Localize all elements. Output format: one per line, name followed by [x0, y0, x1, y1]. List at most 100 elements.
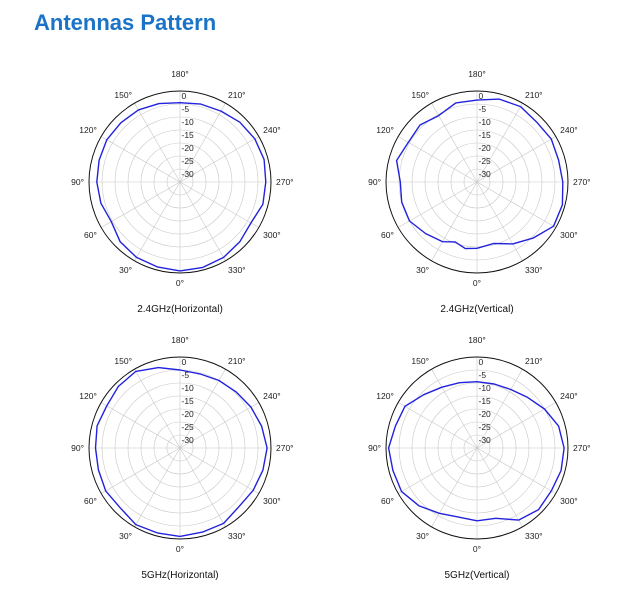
grid-spoke [398, 136, 478, 183]
angle-tick-label: 240° [263, 391, 281, 401]
angle-tick-label: 0° [176, 544, 184, 554]
grid-ring [424, 129, 530, 235]
grid-ring [450, 155, 504, 209]
angle-tick-label: 30° [416, 531, 429, 541]
radial-tick-label: -15 [479, 130, 492, 140]
grid-ring [398, 103, 556, 261]
polar-outer-ring [88, 90, 272, 274]
pattern-trace [395, 98, 564, 250]
grid-ring [127, 129, 233, 235]
grid-ring [398, 369, 556, 527]
angle-tick-label: 240° [263, 125, 281, 135]
angle-tick-label: 60° [381, 230, 394, 240]
angle-tick-label: 270° [276, 443, 294, 453]
grid-spoke [134, 181, 181, 261]
radial-tick-label: -25 [182, 156, 195, 166]
angle-tick-label: 210° [228, 356, 246, 366]
angle-tick-label: 0° [473, 278, 481, 288]
grid-ring [437, 142, 517, 222]
grid-spoke [431, 103, 478, 183]
polar-grid [88, 90, 272, 274]
page-title: Antennas Pattern [34, 10, 217, 35]
angle-tick-label: 180° [171, 335, 189, 345]
grid-spoke [179, 181, 226, 261]
angle-tick-label: 120° [376, 391, 394, 401]
polar-chart-5g-vertical: 0 -5 -10 -15 -20 -25 -30 0° 30° 60° 90° 120° 150° 180… [368, 335, 590, 554]
polar-chart-2g4-vertical: 0 -5 -10 -15 -20 -25 -30 0° 30° 60° 90° 120° 150° 180… [368, 69, 590, 288]
angle-tick-label: 120° [376, 125, 394, 135]
grid-spoke [476, 181, 556, 228]
grid-spoke [134, 447, 181, 527]
grid-spoke [431, 369, 478, 449]
polar-outer-ring [88, 356, 272, 540]
grid-spoke [398, 402, 478, 449]
radial-tick-label: -30 [479, 169, 492, 179]
grid-spoke [134, 369, 181, 449]
polar-chart-2g4-horizontal: 0 -5 -10 -15 -20 -25 -30 0° 30° 60° 90° 120° 150° 180… [71, 69, 293, 288]
angle-tick-label: 90° [71, 177, 84, 187]
radial-tick-label: -25 [182, 422, 195, 432]
radial-tick-label: -10 [479, 117, 492, 127]
radial-tick-label: 0 [479, 357, 484, 367]
radial-tick-label: -15 [182, 130, 195, 140]
angle-tick-label: 210° [525, 90, 543, 100]
angle-tick-label: 60° [381, 496, 394, 506]
grid-ring [411, 382, 543, 514]
polar-grid [385, 90, 569, 274]
angle-tick-label: 240° [560, 391, 578, 401]
grid-ring [153, 155, 207, 209]
angle-tick-label: 300° [560, 496, 578, 506]
grid-spoke [101, 181, 181, 228]
grid-ring [114, 116, 246, 248]
grid-ring [463, 434, 491, 462]
angle-tick-label: 180° [171, 69, 189, 79]
radial-tick-label: -20 [182, 409, 195, 419]
grid-spoke [476, 369, 523, 449]
angle-tick-label: 120° [79, 125, 97, 135]
radial-tick-label: 0 [182, 357, 187, 367]
angle-tick-label: 30° [119, 265, 132, 275]
radial-tick-label: -30 [479, 435, 492, 445]
angle-tick-label: 30° [119, 531, 132, 541]
radial-tick-label: -20 [479, 143, 492, 153]
angle-tick-label: 330° [525, 265, 543, 275]
angle-tick-label: 90° [368, 177, 381, 187]
angle-tick-label: 90° [368, 443, 381, 453]
grid-spoke [431, 181, 478, 261]
grid-ring [166, 168, 194, 196]
angle-tick-label: 150° [411, 90, 429, 100]
polar-outer-ring [385, 90, 569, 274]
radial-tick-label: -5 [479, 104, 487, 114]
grid-spoke [476, 447, 556, 494]
grid-spoke [431, 447, 478, 527]
grid-spoke [476, 447, 523, 527]
angle-tick-label: 270° [573, 177, 591, 187]
grid-spoke [101, 402, 181, 449]
angle-tick-label: 300° [263, 496, 281, 506]
radial-tick-label: -25 [479, 422, 492, 432]
angle-tick-label: 0° [176, 278, 184, 288]
polar-grid [88, 356, 272, 540]
angle-tick-label: 210° [228, 90, 246, 100]
grid-spoke [398, 447, 478, 494]
polar-grid [385, 356, 569, 540]
angle-tick-label: 240° [560, 125, 578, 135]
radial-tick-label: -15 [182, 396, 195, 406]
radial-tick-label: 0 [479, 91, 484, 101]
grid-spoke [179, 402, 259, 449]
grid-spoke [179, 136, 259, 183]
grid-spoke [179, 447, 259, 494]
radial-tick-label: -15 [479, 396, 492, 406]
angle-tick-label: 150° [114, 90, 132, 100]
grid-ring [101, 103, 259, 261]
angle-tick-label: 0° [473, 544, 481, 554]
grid-spoke [101, 447, 181, 494]
radial-tick-label: -20 [479, 409, 492, 419]
angle-tick-label: 60° [84, 496, 97, 506]
angle-tick-label: 300° [263, 230, 281, 240]
angle-tick-label: 90° [71, 443, 84, 453]
grid-spoke [179, 181, 259, 228]
grid-ring [140, 142, 220, 222]
grid-spoke [476, 181, 523, 261]
grid-ring [127, 395, 233, 501]
